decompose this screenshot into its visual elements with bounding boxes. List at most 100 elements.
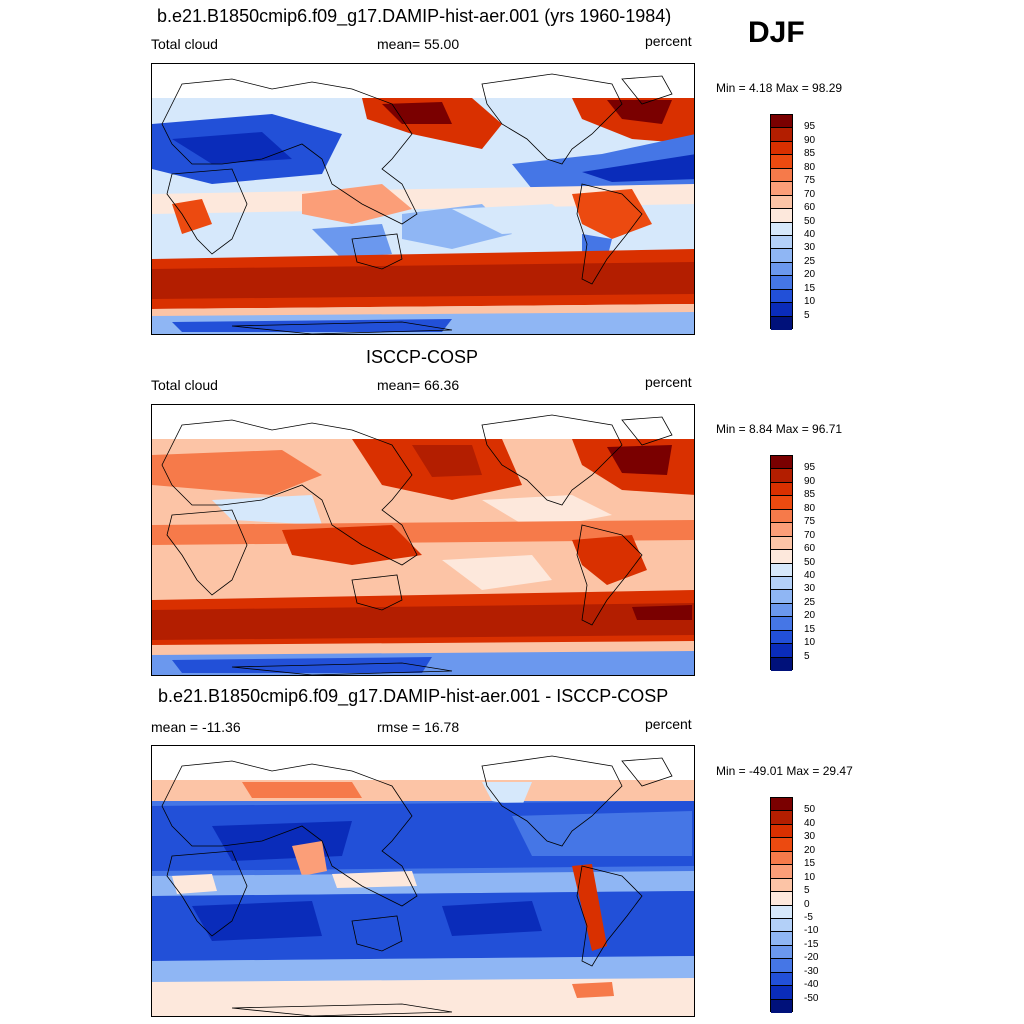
colorbar-segment bbox=[771, 523, 792, 537]
panel3-minmax: Min = -49.01 Max = 29.47 bbox=[716, 764, 853, 778]
colorbar-tick-label: 60 bbox=[804, 543, 816, 555]
colorbar-segment bbox=[771, 986, 792, 1000]
panel2-title: ISCCP-COSP bbox=[366, 347, 479, 367]
panel2-units-label: percent bbox=[645, 374, 692, 390]
colorbar-tick-label: 5 bbox=[804, 885, 810, 897]
colorbar-segment bbox=[771, 536, 792, 551]
colorbar-tick-label: 75 bbox=[804, 175, 816, 187]
colorbar-tick-label: -10 bbox=[804, 925, 819, 937]
colorbar-segment bbox=[771, 235, 792, 250]
colorbar-tick-label: -15 bbox=[804, 938, 819, 950]
panel2-map bbox=[151, 404, 695, 676]
colorbar-tick-label: 30 bbox=[804, 583, 816, 595]
colorbar-segment bbox=[771, 657, 792, 671]
colorbar-tick-label: 15 bbox=[804, 858, 816, 870]
colorbar-tick-label: 5 bbox=[804, 309, 810, 321]
colorbar-tick-label: 60 bbox=[804, 202, 816, 214]
panel1-variable-label: Total cloud bbox=[151, 36, 218, 52]
colorbar-segment bbox=[771, 630, 792, 645]
colorbar-segment bbox=[771, 959, 792, 973]
colorbar-segment bbox=[771, 456, 792, 470]
colorbar-segment bbox=[771, 999, 792, 1013]
panel1-mean-label: mean= 55.00 bbox=[377, 36, 460, 52]
colorbar-tick-label: -50 bbox=[804, 992, 819, 1004]
panel3-units-label: percent bbox=[645, 716, 692, 732]
colorbar-tick-label: 0 bbox=[804, 898, 810, 910]
colorbar-segment bbox=[771, 209, 792, 223]
panel2-mean-label: mean= 66.36 bbox=[377, 377, 460, 393]
colorbar-segment bbox=[771, 222, 792, 236]
colorbar-tick-label: 80 bbox=[804, 161, 816, 173]
colorbar-segment bbox=[771, 550, 792, 564]
colorbar-segment bbox=[771, 824, 792, 839]
colorbar-segment bbox=[771, 590, 792, 604]
colorbar-tick-label: -30 bbox=[804, 965, 819, 977]
colorbar-segment bbox=[771, 262, 792, 277]
colorbar-segment bbox=[771, 303, 792, 317]
colorbar-segment bbox=[771, 918, 792, 933]
colorbar-segment bbox=[771, 289, 792, 304]
colorbar-segment bbox=[771, 617, 792, 631]
panel1-map bbox=[151, 63, 695, 335]
colorbar-segment bbox=[771, 851, 792, 866]
colorbar-segment bbox=[771, 932, 792, 946]
panel3-colorbar bbox=[770, 797, 793, 1013]
colorbar-tick-label: 25 bbox=[804, 596, 816, 608]
colorbar-tick-label: 90 bbox=[804, 475, 816, 487]
colorbar-tick-label: 50 bbox=[804, 804, 816, 816]
colorbar-tick-label: 85 bbox=[804, 489, 816, 501]
colorbar-tick-label: 95 bbox=[804, 462, 816, 474]
panel1-title: b.e21.B1850cmip6.f09_g17.DAMIP-hist-aer.… bbox=[157, 6, 672, 26]
colorbar-segment bbox=[771, 195, 792, 210]
colorbar-tick-label: 20 bbox=[804, 269, 816, 281]
colorbar-segment bbox=[771, 155, 792, 169]
colorbar-segment bbox=[771, 115, 792, 129]
colorbar-segment bbox=[771, 905, 792, 919]
colorbar-tick-label: 20 bbox=[804, 844, 816, 856]
colorbar-tick-label: -5 bbox=[804, 911, 813, 923]
colorbar-tick-label: 25 bbox=[804, 255, 816, 267]
colorbar-tick-label: 15 bbox=[804, 282, 816, 294]
colorbar-tick-label: 70 bbox=[804, 529, 816, 541]
colorbar-tick-label: 80 bbox=[804, 502, 816, 514]
colorbar-segment bbox=[771, 182, 792, 196]
colorbar-tick-label: 15 bbox=[804, 623, 816, 635]
colorbar-tick-label: 70 bbox=[804, 188, 816, 200]
panel3-title: b.e21.B1850cmip6.f09_g17.DAMIP-hist-aer.… bbox=[158, 686, 669, 706]
colorbar-tick-label: 10 bbox=[804, 871, 816, 883]
panel1-minmax: Min = 4.18 Max = 98.29 bbox=[716, 81, 843, 95]
panel2-minmax: Min = 8.84 Max = 96.71 bbox=[716, 422, 843, 436]
season-label: DJF bbox=[748, 16, 805, 49]
colorbar-segment bbox=[771, 482, 792, 497]
colorbar-tick-label: 90 bbox=[804, 134, 816, 146]
colorbar-segment bbox=[771, 811, 792, 825]
colorbar-tick-label: 5 bbox=[804, 650, 810, 662]
colorbar-tick-label: 20 bbox=[804, 610, 816, 622]
colorbar-tick-label: 75 bbox=[804, 516, 816, 528]
colorbar-segment bbox=[771, 249, 792, 263]
colorbar-tick-label: 95 bbox=[804, 121, 816, 133]
colorbar-tick-label: 30 bbox=[804, 831, 816, 843]
colorbar-segment bbox=[771, 316, 792, 330]
panel2-variable-label: Total cloud bbox=[151, 377, 218, 393]
colorbar-tick-label: -40 bbox=[804, 979, 819, 991]
panel2-colorbar bbox=[770, 455, 793, 671]
colorbar-tick-label: 10 bbox=[804, 296, 816, 308]
colorbar-segment bbox=[771, 878, 792, 893]
colorbar-tick-label: 40 bbox=[804, 817, 816, 829]
panel3-rmse-label: rmse = 16.78 bbox=[377, 719, 460, 735]
colorbar-tick-label: -20 bbox=[804, 952, 819, 964]
panel3-map bbox=[151, 745, 695, 1017]
panel3-mean-label: mean = -11.36 bbox=[151, 719, 241, 735]
colorbar-segment bbox=[771, 838, 792, 852]
colorbar-segment bbox=[771, 603, 792, 618]
colorbar-tick-label: 30 bbox=[804, 242, 816, 254]
panel1-units-label: percent bbox=[645, 33, 692, 49]
colorbar-tick-label: 40 bbox=[804, 228, 816, 240]
colorbar-segment bbox=[771, 644, 792, 658]
colorbar-tick-label: 10 bbox=[804, 637, 816, 649]
panel1-colorbar bbox=[770, 114, 793, 330]
colorbar-segment bbox=[771, 141, 792, 156]
colorbar-segment bbox=[771, 945, 792, 960]
colorbar-segment bbox=[771, 168, 792, 183]
